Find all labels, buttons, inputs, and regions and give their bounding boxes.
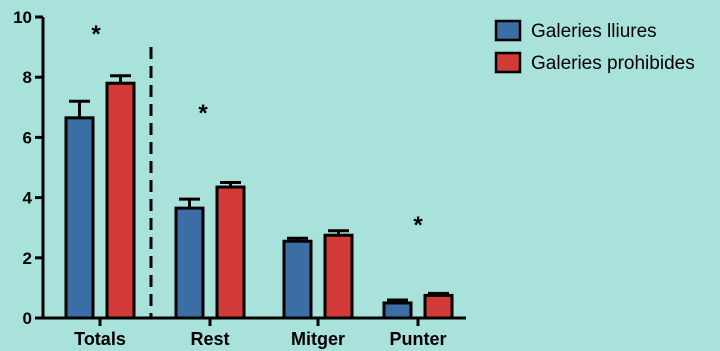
bar-totals-series-2 [105,81,136,320]
bar-rest-series-2 [215,185,246,320]
x-axis: Totals Rest Mitger Punter [42,316,466,349]
legend-swatch [494,19,522,42]
annotations: * * * [91,21,423,239]
y-tick-label: 8 [23,68,32,87]
x-tick-label: Mitger [291,329,345,349]
y-tick-label: 2 [23,249,32,268]
legend: Galeries lliures Galeries prohibides [494,19,695,74]
legend-label: Galeries prohibides [531,53,695,74]
x-tick-label: Rest [190,329,229,349]
y-tick-label: 0 [23,309,32,328]
significance-star: * [198,100,208,127]
significance-star: * [413,212,423,239]
bar-punter-series-2 [423,293,454,320]
y-tick-label: 6 [23,128,32,147]
bar-mitger-series-1 [282,239,313,320]
bars [64,74,454,320]
bar-punter-series-1 [382,301,413,320]
legend-label: Galeries lliures [531,21,657,42]
bar-rest-series-1 [174,206,205,320]
legend-swatch [494,51,522,74]
y-tick-label: 4 [23,189,33,208]
y-tick-label: 10 [13,8,32,27]
bar-mitger-series-2 [323,233,354,320]
x-tick-label: Punter [389,329,446,349]
x-tick-label: Totals [74,329,126,349]
bar-totals-series-1 [64,116,95,320]
y-axis: 0 2 4 6 8 10 [13,8,45,328]
significance-star: * [91,21,101,48]
